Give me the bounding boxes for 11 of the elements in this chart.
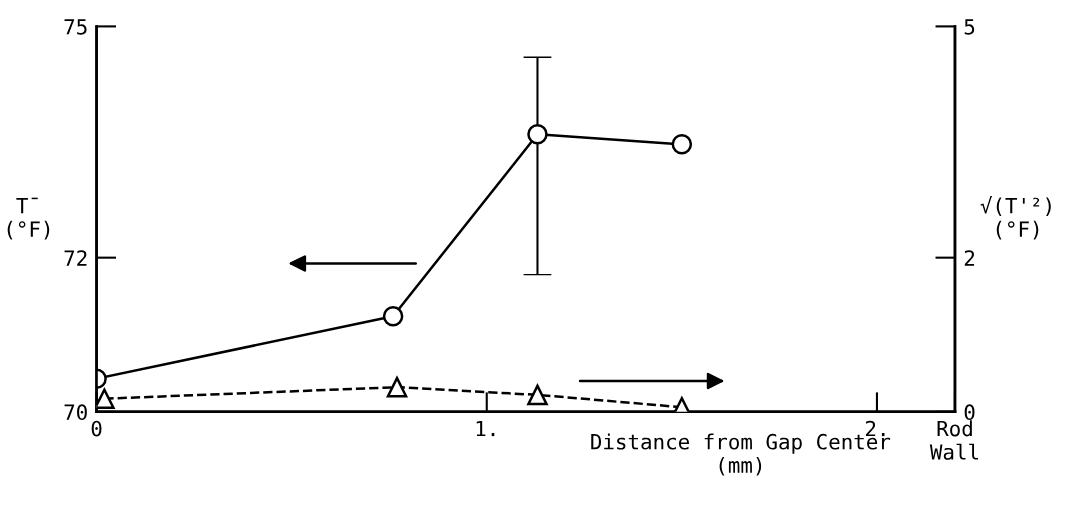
y2-tick-label: 2: [964, 250, 975, 266]
x-tick-label: 0: [91, 420, 102, 437]
y2-tick-label: 5: [964, 19, 975, 35]
x-tick-label: 1.: [476, 420, 495, 437]
y-tick-label: 75: [64, 19, 87, 35]
y-tick-label: 70: [64, 404, 87, 421]
y-axis-title: T̄ (°F): [7, 197, 50, 240]
y2-tick-label: 0: [964, 404, 975, 421]
y2-axis-title: √(T'²) (°F): [980, 195, 1051, 240]
y-tick-label: 72: [64, 250, 87, 266]
x-tick-label: Rod Wall: [929, 420, 979, 460]
